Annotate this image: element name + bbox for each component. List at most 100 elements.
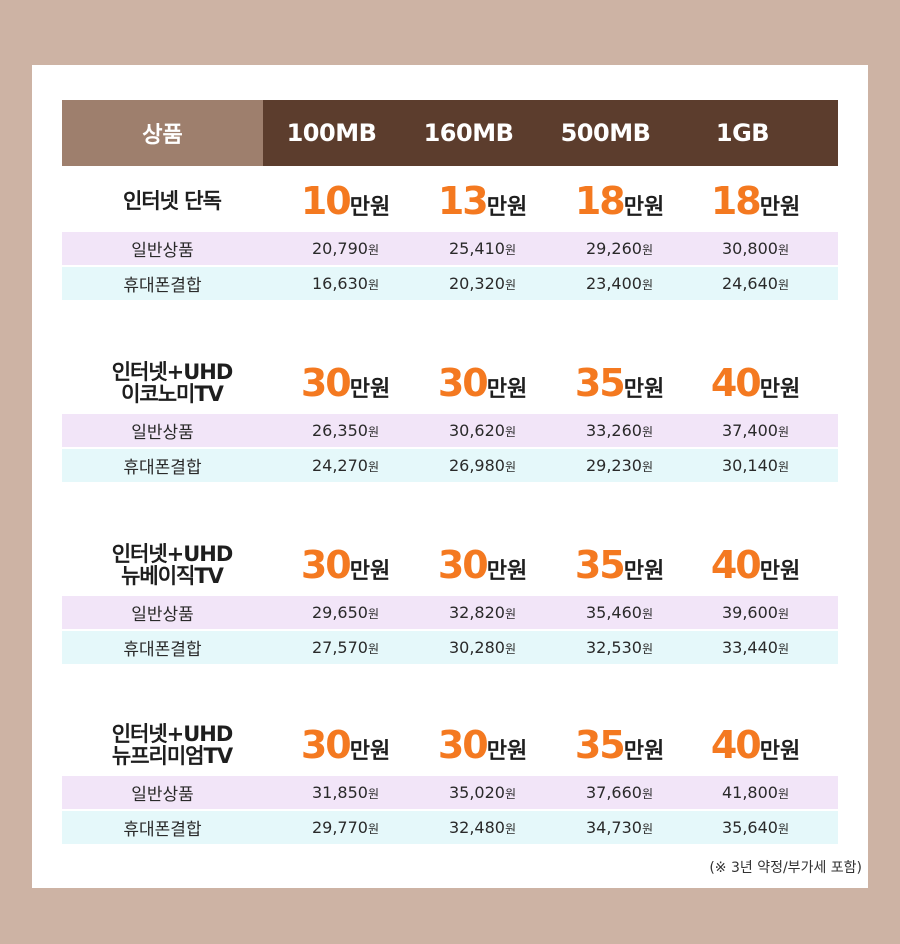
gift-unit: 만원 [623, 195, 665, 220]
gift-number: 13 [437, 179, 489, 223]
product-group: 인터넷+UHD 이코노미TV 30만원 30만원 35만원 40만원 일반상품 26,350원… [62, 352, 838, 482]
price-cell: 37,660원 [551, 783, 688, 802]
gift-amount: 40만원 [687, 723, 824, 767]
price-unit: 원 [367, 425, 380, 439]
price-value: 27,570 [311, 638, 368, 657]
price-value: 29,770 [311, 818, 368, 837]
gift-amount: 40만원 [687, 543, 824, 587]
gift-amount: 30만원 [277, 723, 414, 767]
price-unit: 원 [367, 278, 380, 292]
price-unit: 원 [777, 460, 790, 474]
gift-number: 35 [574, 723, 626, 767]
price-cell: 32,820원 [414, 603, 551, 622]
gift-amount: 30만원 [414, 723, 551, 767]
header-product: 상품 [62, 100, 263, 166]
price-value: 34,730 [585, 818, 642, 837]
gift-row: 인터넷+UHD 뉴베이직TV 30만원 30만원 35만원 40만원 [62, 534, 838, 596]
price-value: 31,850 [311, 783, 368, 802]
price-unit: 원 [641, 787, 654, 801]
price-value: 33,260 [585, 421, 642, 440]
price-cell: 39,600원 [687, 603, 824, 622]
gift-number: 30 [300, 543, 352, 587]
gift-unit: 만원 [349, 559, 391, 584]
general-price-row: 일반상품 29,650원 32,820원 35,460원 39,600원 [62, 596, 838, 629]
row-label: 일반상품 [131, 785, 194, 805]
gift-number: 35 [574, 543, 626, 587]
price-cell: 23,400원 [551, 274, 688, 293]
gift-amount: 30만원 [277, 361, 414, 405]
price-cell: 29,650원 [277, 603, 414, 622]
gift-amount: 13만원 [414, 179, 551, 223]
row-label: 휴대폰결합 [123, 276, 202, 296]
mobile-bundle-row: 휴대폰결합 27,570원 30,280원 32,530원 33,440원 [62, 631, 838, 664]
row-label: 일반상품 [131, 605, 194, 625]
price-value: 30,140 [721, 456, 778, 475]
price-unit: 원 [367, 642, 380, 656]
product-name-line1: 인터넷+UHD [111, 360, 234, 384]
price-unit: 원 [777, 278, 790, 292]
gift-amount: 10만원 [277, 179, 414, 223]
gift-amount: 18만원 [687, 179, 824, 223]
gift-amount: 35만원 [551, 723, 688, 767]
gift-number: 30 [437, 723, 489, 767]
header-col-500mb: 500MB [560, 119, 651, 147]
price-cell: 35,460원 [551, 603, 688, 622]
price-value: 26,350 [311, 421, 368, 440]
price-cell: 24,640원 [687, 274, 824, 293]
gift-amount: 30만원 [277, 543, 414, 587]
price-cell: 30,800원 [687, 239, 824, 258]
price-unit: 원 [777, 642, 790, 656]
gift-row: 인터넷+UHD 이코노미TV 30만원 30만원 35만원 40만원 [62, 352, 838, 414]
gift-number: 30 [437, 543, 489, 587]
price-value: 35,640 [721, 818, 778, 837]
row-label: 일반상품 [131, 423, 194, 443]
price-unit: 원 [367, 787, 380, 801]
product-name-line2: 뉴베이직TV [121, 564, 224, 588]
gift-amount: 18만원 [551, 179, 688, 223]
product-name-line1: 인터넷+UHD [111, 722, 234, 746]
price-value: 29,650 [311, 603, 368, 622]
gift-amount: 35만원 [551, 543, 688, 587]
gift-unit: 만원 [486, 195, 528, 220]
price-value: 30,280 [448, 638, 505, 657]
price-value: 25,410 [448, 239, 505, 258]
general-price-row: 일반상품 20,790원 25,410원 29,260원 30,800원 [62, 232, 838, 265]
price-unit: 원 [367, 607, 380, 621]
product-group: 인터넷+UHD 뉴베이직TV 30만원 30만원 35만원 40만원 일반상품 29,650원… [62, 534, 838, 664]
product-name-line2: 이코노미TV [121, 382, 224, 406]
price-value: 24,270 [311, 456, 368, 475]
row-label: 휴대폰결합 [123, 458, 202, 478]
gift-unit: 만원 [486, 739, 528, 764]
price-cell: 41,800원 [687, 783, 824, 802]
row-label: 휴대폰결합 [123, 820, 202, 840]
gift-unit: 만원 [623, 739, 665, 764]
price-value: 30,800 [721, 239, 778, 258]
gift-unit: 만원 [759, 195, 801, 220]
price-value: 37,660 [585, 783, 642, 802]
price-value: 23,400 [585, 274, 642, 293]
price-unit: 원 [504, 425, 517, 439]
mobile-bundle-row: 휴대폰결합 29,770원 32,480원 34,730원 35,640원 [62, 811, 838, 844]
price-cell: 25,410원 [414, 239, 551, 258]
price-cell: 29,770원 [277, 818, 414, 837]
gift-row: 인터넷+UHD 뉴프리미엄TV 30만원 30만원 35만원 40만원 [62, 714, 838, 776]
gift-number: 35 [574, 361, 626, 405]
gift-unit: 만원 [349, 195, 391, 220]
table-header: 상품 100MB 160MB 500MB 1GB [62, 100, 838, 166]
price-cell: 26,980원 [414, 456, 551, 475]
row-label: 휴대폰결합 [123, 640, 202, 660]
price-unit: 원 [641, 822, 654, 836]
price-unit: 원 [367, 243, 380, 257]
price-value: 20,790 [311, 239, 368, 258]
gift-number: 10 [300, 179, 352, 223]
gift-amount: 40만원 [687, 361, 824, 405]
price-unit: 원 [504, 607, 517, 621]
gift-unit: 만원 [486, 559, 528, 584]
price-cell: 27,570원 [277, 638, 414, 657]
price-value: 30,620 [448, 421, 505, 440]
price-unit: 원 [641, 460, 654, 474]
gift-number: 40 [710, 723, 762, 767]
gift-number: 40 [710, 361, 762, 405]
gift-unit: 만원 [759, 377, 801, 402]
gift-unit: 만원 [759, 559, 801, 584]
